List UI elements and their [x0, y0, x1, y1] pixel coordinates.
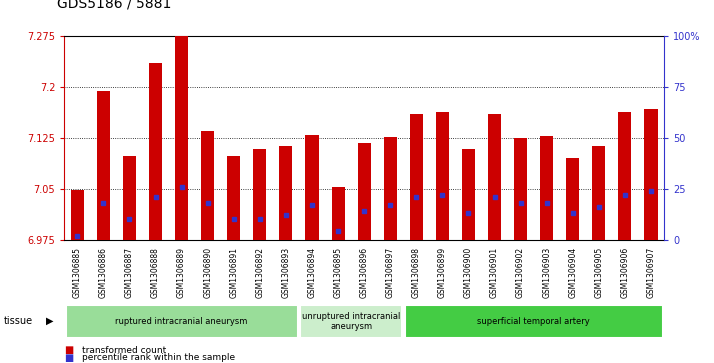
Text: GSM1306902: GSM1306902 [516, 247, 525, 298]
Bar [436, 112, 449, 240]
Bar [227, 156, 241, 240]
Bar [618, 112, 631, 240]
FancyBboxPatch shape [66, 305, 298, 338]
Text: GSM1306893: GSM1306893 [281, 247, 291, 298]
Text: ▶: ▶ [46, 316, 54, 326]
Text: GSM1306905: GSM1306905 [594, 247, 603, 298]
Text: GSM1306890: GSM1306890 [203, 247, 212, 298]
Text: GSM1306897: GSM1306897 [386, 247, 395, 298]
Text: GSM1306894: GSM1306894 [308, 247, 316, 298]
Text: GSM1306903: GSM1306903 [542, 247, 551, 298]
Text: GSM1306892: GSM1306892 [256, 247, 264, 298]
Text: GSM1306889: GSM1306889 [177, 247, 186, 298]
Text: GSM1306888: GSM1306888 [151, 247, 160, 298]
Bar [540, 136, 553, 240]
Text: GSM1306891: GSM1306891 [229, 247, 238, 298]
Bar [593, 146, 605, 240]
Text: GSM1306904: GSM1306904 [568, 247, 577, 298]
Text: GSM1306907: GSM1306907 [646, 247, 655, 298]
Text: GSM1306896: GSM1306896 [360, 247, 368, 298]
FancyBboxPatch shape [301, 305, 402, 338]
Bar [331, 187, 345, 240]
Bar [514, 138, 527, 240]
Bar [306, 135, 318, 240]
Text: GSM1306886: GSM1306886 [99, 247, 108, 298]
Bar [566, 158, 579, 240]
Text: GSM1306887: GSM1306887 [125, 247, 134, 298]
Bar [253, 150, 266, 240]
Text: GSM1306906: GSM1306906 [620, 247, 630, 298]
Bar [410, 114, 423, 240]
Text: GSM1306898: GSM1306898 [412, 247, 421, 298]
Bar [201, 131, 214, 240]
Bar [462, 150, 475, 240]
FancyBboxPatch shape [405, 305, 663, 338]
Bar [175, 36, 188, 240]
Text: superficial temporal artery: superficial temporal artery [477, 317, 590, 326]
Text: tissue: tissue [4, 316, 33, 326]
Bar [123, 156, 136, 240]
Text: GSM1306901: GSM1306901 [490, 247, 499, 298]
Text: percentile rank within the sample: percentile rank within the sample [82, 353, 235, 362]
Text: unruptured intracranial
aneurysm: unruptured intracranial aneurysm [302, 311, 401, 331]
Bar [488, 114, 501, 240]
Text: GSM1306895: GSM1306895 [333, 247, 343, 298]
Text: GDS5186 / 5881: GDS5186 / 5881 [57, 0, 171, 11]
Text: transformed count: transformed count [82, 346, 166, 355]
Text: ■: ■ [64, 345, 74, 355]
Bar [383, 136, 397, 240]
Text: ruptured intracranial aneurysm: ruptured intracranial aneurysm [116, 317, 248, 326]
Text: GSM1306899: GSM1306899 [438, 247, 447, 298]
Bar [645, 109, 658, 240]
Bar [358, 143, 371, 240]
Text: ■: ■ [64, 352, 74, 363]
Bar [149, 64, 162, 240]
Bar [71, 190, 84, 240]
Text: GSM1306900: GSM1306900 [464, 247, 473, 298]
Bar [97, 90, 110, 240]
Text: GSM1306885: GSM1306885 [73, 247, 82, 298]
Bar [279, 146, 293, 240]
